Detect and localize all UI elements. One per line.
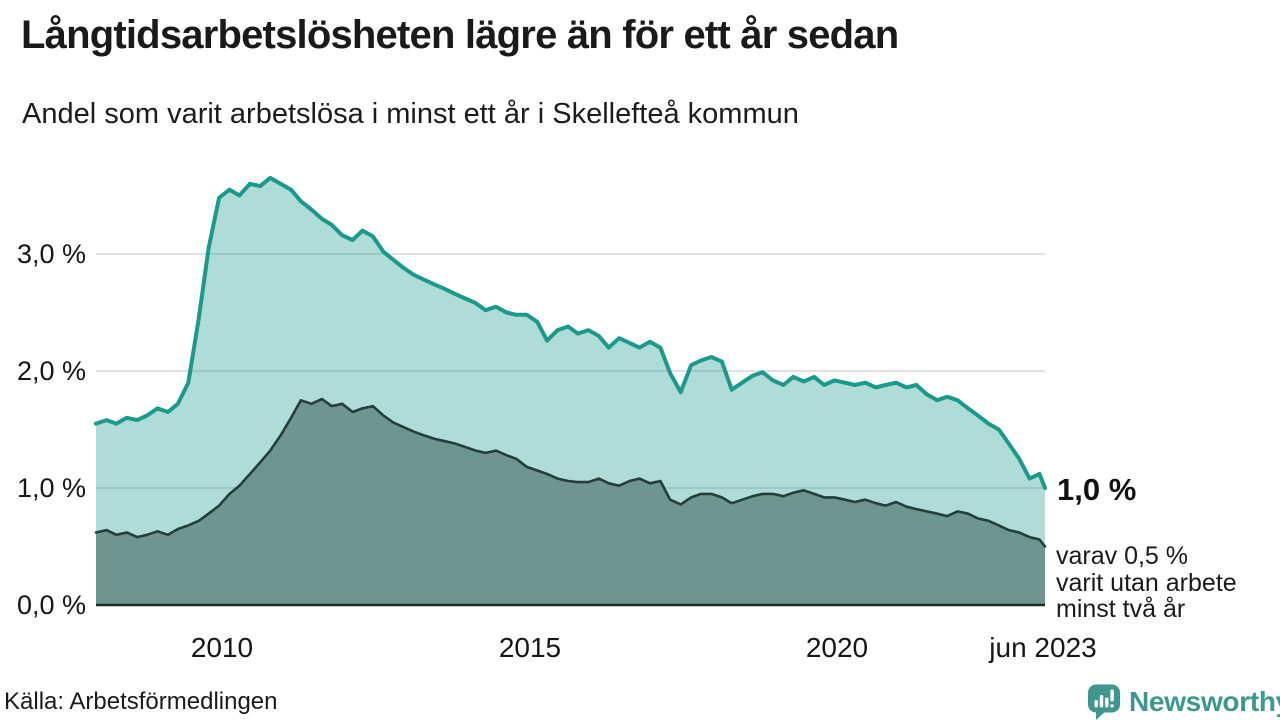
page-subtitle: Andel som varit arbetslösa i minst ett å… — [22, 98, 799, 130]
newsworthy-wordmark: Newsworthy — [1129, 685, 1280, 717]
newsworthy-logo-icon — [1088, 684, 1120, 720]
x-axis-label-jun-2023: jun 2023 — [989, 632, 1097, 663]
end-note-line-1: varav 0,5 % — [1056, 542, 1189, 570]
x-axis-label-2015: 2015 — [498, 632, 562, 663]
y-axis-label-1: 1,0 % — [16, 473, 86, 503]
y-axis-label-3: 3,0 % — [16, 239, 86, 269]
end-note-line-2: varit utan arbete — [1056, 568, 1237, 597]
x-axis-label-2010: 2010 — [190, 632, 254, 663]
page-title: Långtidsarbetslösheten lägre än för ett … — [21, 13, 899, 57]
source-label: Källa: Arbetsförmedlingen — [4, 688, 278, 715]
end-note-label: varav 0,5 % varit utan arbete minst två … — [1056, 543, 1237, 623]
line-min-two-years — [94, 397, 1047, 548]
end-value-label: 1,0 % — [1057, 472, 1137, 507]
x-axis-label-2020: 2020 — [805, 632, 869, 663]
area-min-two-years — [96, 399, 1045, 605]
y-axis-label-0: 0,0 % — [16, 590, 86, 620]
newsworthy-logo: Newsworthy — [1085, 683, 1280, 720]
line-min-one-year — [94, 175, 1047, 490]
end-note-line-3: minst två år — [1056, 595, 1186, 623]
y-axis-label-2: 2,0 % — [16, 356, 86, 386]
